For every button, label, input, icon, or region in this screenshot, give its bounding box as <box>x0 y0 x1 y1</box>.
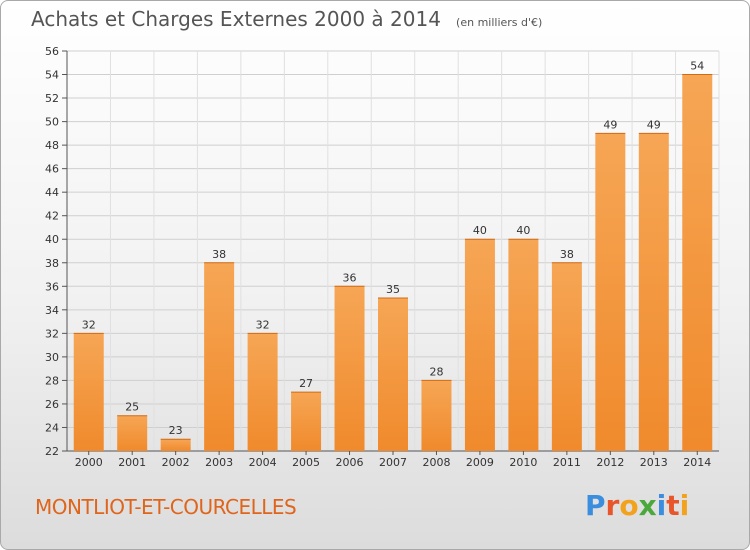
bar <box>378 298 408 451</box>
data-label: 32 <box>256 318 270 331</box>
y-tick-label: 56 <box>45 45 59 58</box>
bar <box>421 380 452 451</box>
data-label: 40 <box>473 224 487 237</box>
chart-subtitle: (en milliers d'€) <box>456 16 543 29</box>
bar <box>551 262 582 451</box>
bar <box>247 333 278 451</box>
y-tick-label: 32 <box>45 327 59 340</box>
data-label: 27 <box>299 377 313 390</box>
x-tick-label: 2006 <box>336 456 364 469</box>
y-tick-label: 42 <box>45 210 59 223</box>
bar <box>204 262 235 451</box>
title-block: Achats et Charges Externes 2000 à 2014 (… <box>31 7 542 31</box>
data-label: 25 <box>125 401 139 414</box>
bar <box>291 392 322 451</box>
data-label: 38 <box>560 248 574 261</box>
bars <box>73 74 713 451</box>
logo-letter: t <box>666 489 680 522</box>
bar <box>508 239 539 451</box>
y-tick-label: 26 <box>45 398 59 411</box>
data-label: 23 <box>169 424 183 437</box>
x-tick-label: 2011 <box>553 456 581 469</box>
y-tick-label: 50 <box>45 116 59 129</box>
bar <box>682 74 713 451</box>
x-tick-label: 2009 <box>466 456 494 469</box>
y-tick-label: 22 <box>45 445 59 458</box>
data-label: 49 <box>603 118 617 131</box>
x-tick-label: 2003 <box>205 456 233 469</box>
commune-name: MONTLIOT-ET-COURCELLES <box>35 495 297 519</box>
bar <box>117 415 148 451</box>
logo-letter: o <box>619 489 639 522</box>
y-tick-label: 40 <box>45 233 59 246</box>
y-tick-label: 54 <box>45 69 59 82</box>
y-tick-label: 30 <box>45 351 59 364</box>
bar <box>595 133 626 451</box>
x-tick-label: 2010 <box>509 456 537 469</box>
data-label: 28 <box>429 365 443 378</box>
bar <box>334 286 365 451</box>
x-tick-label: 2002 <box>162 456 190 469</box>
bar <box>73 333 104 451</box>
logo-letter: i <box>679 489 690 522</box>
bar <box>464 239 495 451</box>
data-label: 32 <box>82 318 96 331</box>
proxiti-logo: Proxiti <box>585 489 689 522</box>
bar <box>638 133 669 451</box>
data-label: 49 <box>647 118 661 131</box>
y-tick-label: 34 <box>45 304 59 317</box>
data-label: 36 <box>343 271 357 284</box>
logo-letter: P <box>585 489 606 522</box>
x-tick-label: 2008 <box>422 456 450 469</box>
x-tick-label: 2012 <box>596 456 624 469</box>
data-label: 35 <box>386 283 400 296</box>
y-tick-label: 52 <box>45 92 59 105</box>
y-tick-label: 24 <box>45 421 59 434</box>
x-tick-label: 2014 <box>683 456 711 469</box>
x-tick-label: 2005 <box>292 456 320 469</box>
bar <box>160 439 191 451</box>
data-label: 38 <box>212 248 226 261</box>
y-tick-label: 36 <box>45 280 59 293</box>
y-tick-label: 28 <box>45 374 59 387</box>
y-tick-label: 48 <box>45 139 59 152</box>
labels: 22 24 26 28 30 32 34 36 38 40 42 44 46 48 50 52 54 56 32 20… <box>45 45 711 469</box>
y-tick-label: 38 <box>45 257 59 270</box>
x-tick-label: 2007 <box>379 456 407 469</box>
x-tick-label: 2001 <box>118 456 146 469</box>
logo-letter: r <box>605 489 620 522</box>
y-tick-label: 44 <box>45 186 59 199</box>
x-tick-label: 2013 <box>640 456 668 469</box>
y-tick-label: 46 <box>45 163 59 176</box>
data-label: 54 <box>690 60 704 73</box>
data-label: 40 <box>516 224 530 237</box>
logo-letter: i <box>656 489 667 522</box>
x-tick-label: 2004 <box>249 456 277 469</box>
logo-letter: x <box>638 489 657 522</box>
chart-title: Achats et Charges Externes 2000 à 2014 <box>31 7 441 31</box>
x-tick-label: 2000 <box>75 456 103 469</box>
